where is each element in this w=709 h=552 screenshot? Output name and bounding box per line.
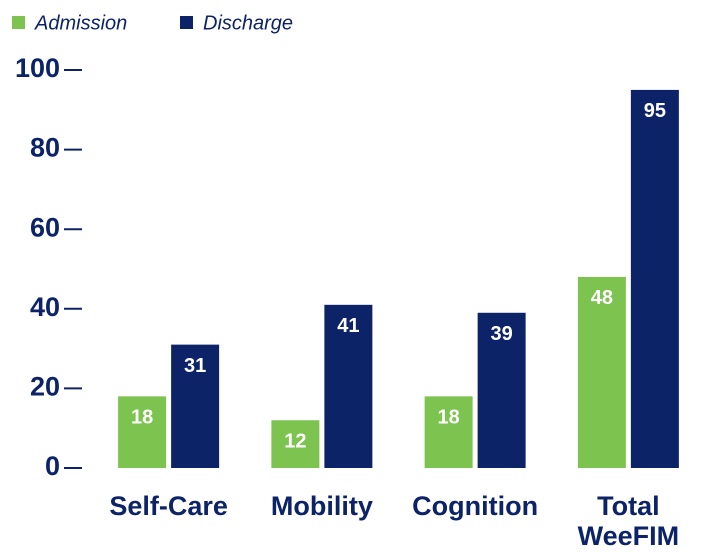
- y-tick-label: 80: [30, 133, 60, 163]
- bar: [630, 89, 679, 469]
- data-label: 18: [438, 407, 460, 429]
- y-tick-label: 20: [30, 372, 60, 402]
- bar: [477, 312, 526, 468]
- bar: [424, 396, 473, 468]
- x-tick-label: Self-Care: [109, 491, 228, 521]
- data-label: 31: [184, 355, 206, 377]
- x-tick-label: Cognition: [412, 491, 538, 521]
- bar: [171, 344, 220, 468]
- data-label: 48: [591, 287, 613, 309]
- y-tick-label: 60: [30, 212, 60, 242]
- legend-label: Admission: [34, 12, 127, 34]
- data-label: 12: [284, 431, 306, 453]
- y-tick-label: 100: [15, 53, 60, 83]
- legend-swatch: [12, 16, 25, 29]
- data-label: 39: [491, 323, 513, 345]
- y-tick-label: 40: [30, 292, 60, 322]
- bar: [577, 276, 626, 468]
- bar: [324, 304, 373, 468]
- x-tick-label: Total WeeFIM: [578, 491, 680, 551]
- data-label: 95: [644, 100, 666, 122]
- legend-swatch: [180, 16, 193, 29]
- x-tick-label: Mobility: [271, 491, 373, 521]
- legend-label: Discharge: [203, 12, 293, 34]
- y-tick-label: 0: [45, 451, 60, 481]
- bar: [118, 396, 167, 468]
- data-label: 41: [337, 315, 359, 337]
- data-label: 18: [131, 407, 153, 429]
- bar: [271, 420, 320, 468]
